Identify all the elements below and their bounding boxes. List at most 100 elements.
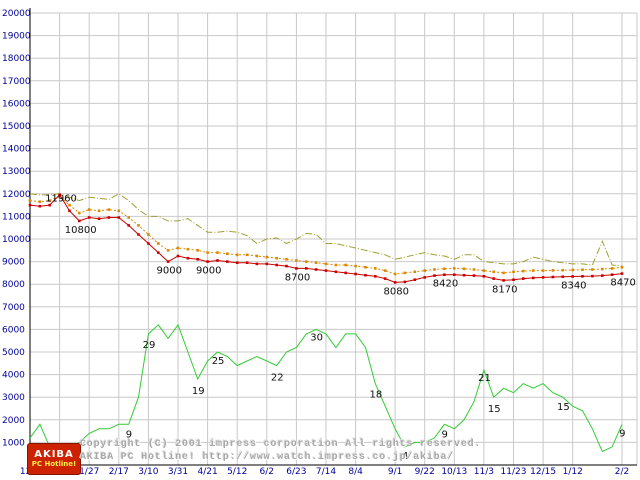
average-price-marker xyxy=(117,216,121,219)
copyright-watermark: Copyright (C) 2001 impress corporation A… xyxy=(80,438,481,464)
mode-price-marker xyxy=(601,267,604,271)
y-axis-tick-label: 5000 xyxy=(2,348,25,358)
mode-price-marker xyxy=(561,268,565,272)
average-price-marker xyxy=(334,270,338,274)
mode-price-marker xyxy=(591,268,594,271)
shop-count-data-label: 25 xyxy=(212,356,225,367)
y-axis-tick-label: 19000 xyxy=(2,32,31,42)
x-axis-tick-label: 3/31 xyxy=(168,467,188,477)
mode-price-marker xyxy=(512,270,515,274)
mode-price-marker xyxy=(492,270,495,274)
mode-price-marker xyxy=(531,269,535,272)
shop-count-data-label: 4 xyxy=(402,451,408,462)
shop-count-data-label: 29 xyxy=(143,340,156,351)
average-price-marker xyxy=(186,256,190,260)
average-price-marker xyxy=(374,275,377,278)
mode-price-marker xyxy=(482,269,486,272)
mode-price-marker xyxy=(48,199,51,202)
price-data-label: 11960 xyxy=(45,194,77,205)
price-data-label: 8420 xyxy=(433,279,458,290)
average-price-marker xyxy=(591,274,594,278)
mode-price-marker xyxy=(285,258,288,261)
mode-price-marker xyxy=(275,256,278,260)
y-axis-tick-label: 8000 xyxy=(2,280,25,290)
mode-price-marker xyxy=(58,194,61,198)
average-price-marker xyxy=(235,261,239,264)
average-price-marker xyxy=(107,216,111,219)
mode-price-marker xyxy=(354,264,357,268)
mode-price-marker xyxy=(28,199,32,202)
average-price-marker xyxy=(492,277,495,280)
y-axis-tick-label: 18000 xyxy=(2,54,31,64)
mode-price-marker xyxy=(383,269,387,272)
mode-price-marker xyxy=(433,268,436,271)
average-price-marker xyxy=(601,274,604,277)
mode-price-marker xyxy=(551,269,555,272)
mode-price-marker xyxy=(235,253,239,257)
average-price-marker xyxy=(453,273,456,276)
x-axis-tick-label: 9/22 xyxy=(415,467,435,477)
average-price-marker xyxy=(157,251,160,254)
mode-price-marker xyxy=(117,209,121,213)
x-axis-tick-label: 10/13 xyxy=(441,467,467,477)
shop-count-data-label: 15 xyxy=(488,404,501,415)
price-data-label: 8340 xyxy=(561,281,586,292)
y-axis-tick-label: 12000 xyxy=(2,190,31,200)
average-price-marker xyxy=(581,275,584,278)
mode-price-marker xyxy=(38,200,42,203)
average-price-marker xyxy=(433,274,436,277)
mode-price-marker xyxy=(147,233,150,236)
price-data-label: 9000 xyxy=(196,266,221,277)
mode-price-marker xyxy=(522,269,525,273)
mode-price-marker xyxy=(541,269,545,272)
copyright-line: Copyright (C) 2001 impress corporation A… xyxy=(80,439,482,450)
y-axis-tick-label: 2000 xyxy=(2,416,25,426)
mode-price-marker xyxy=(226,252,229,255)
average-price-marker xyxy=(472,274,476,277)
mode-price-marker xyxy=(393,272,397,276)
y-axis-tick-label: 6000 xyxy=(2,325,25,335)
average-price-marker xyxy=(196,258,199,261)
average-price-marker xyxy=(206,260,209,263)
mode-price-marker xyxy=(166,249,170,252)
x-axis-tick-label: 7/14 xyxy=(316,467,336,477)
mode-price-marker xyxy=(472,268,476,271)
average-price-marker xyxy=(48,203,51,207)
x-axis-tick-label: 8/4 xyxy=(348,467,363,477)
mode-price-marker xyxy=(334,263,338,267)
shop-count-data-label: 18 xyxy=(370,390,383,401)
x-axis-tick-label: 2/17 xyxy=(109,467,129,477)
y-axis-tick-label: 9000 xyxy=(2,258,25,268)
x-axis-tick-label: 1/12 xyxy=(563,467,583,477)
average-price-marker xyxy=(87,216,91,219)
x-axis-tick-label: 1/27 xyxy=(79,467,99,477)
average-price-marker xyxy=(443,273,446,276)
shop-count-data-label: 19 xyxy=(192,386,205,397)
mode-price-marker xyxy=(97,209,101,213)
average-price-marker xyxy=(305,267,308,270)
average-price-marker xyxy=(610,273,614,276)
site-name: AKIBA PC Hotline! xyxy=(80,452,196,463)
average-price-marker xyxy=(571,275,574,278)
average-price-marker xyxy=(324,269,328,272)
y-axis-tick-label: 20000 xyxy=(2,9,31,19)
average-price-marker xyxy=(522,277,525,280)
average-price-marker xyxy=(147,242,150,245)
mode-price-marker xyxy=(107,208,111,211)
average-price-marker xyxy=(620,272,624,275)
mode-price-marker xyxy=(443,267,446,271)
average-price-marker xyxy=(413,278,417,281)
average-price-marker xyxy=(265,262,269,266)
mode-price-marker xyxy=(453,267,456,270)
mode-price-marker xyxy=(403,271,407,275)
mode-price-marker xyxy=(305,260,308,263)
average-price-marker xyxy=(176,254,180,258)
shop-count-data-label: 9 xyxy=(619,428,625,439)
average-price-marker xyxy=(226,260,229,263)
x-axis-tick-label: 2/2 xyxy=(615,467,629,477)
average-price-marker xyxy=(166,260,170,263)
mode-price-marker xyxy=(157,242,160,245)
x-axis-tick-label: 11/3 xyxy=(474,467,494,477)
